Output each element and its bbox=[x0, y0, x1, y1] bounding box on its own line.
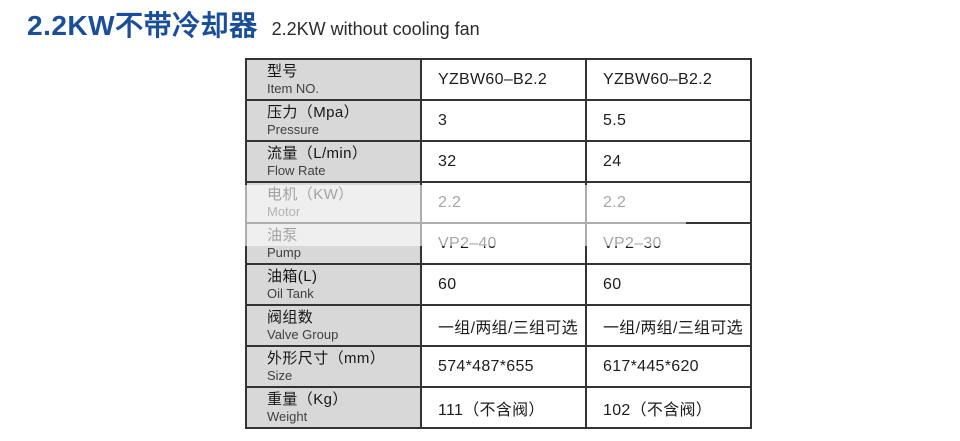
spec-label-cell: 油泵 Pump bbox=[245, 222, 422, 265]
table-row: 油箱(L) Oil Tank 60 60 bbox=[245, 263, 752, 306]
spec-label-zh: 阀组数 bbox=[267, 309, 314, 326]
spec-value-cell: 一组/两组/三组可选 bbox=[585, 304, 752, 347]
spec-label-en: Flow Rate bbox=[267, 163, 326, 178]
spec-label-cell: 阀组数 Valve Group bbox=[245, 304, 422, 347]
spec-value-cell: 111（不含阀） bbox=[420, 386, 587, 429]
spec-value-cell: 5.5 bbox=[585, 99, 752, 142]
table-row: 型号 Item NO. YZBW60–B2.2 YZBW60–B2.2 bbox=[245, 58, 752, 101]
spec-value-cell: 3 bbox=[420, 99, 587, 142]
spec-label-cell: 重量（Kg） Weight bbox=[245, 386, 422, 429]
spec-value-cell: 2.2 bbox=[420, 181, 587, 224]
spec-label-zh: 重量（Kg） bbox=[267, 391, 348, 408]
spec-value-cell: 60 bbox=[420, 263, 587, 306]
spec-label-en: Pump bbox=[267, 245, 301, 260]
spec-label-cell: 压力（Mpa） Pressure bbox=[245, 99, 422, 142]
table-row: 压力（Mpa） Pressure 3 5.5 bbox=[245, 99, 752, 142]
table-row: 阀组数 Valve Group 一组/两组/三组可选 一组/两组/三组可选 bbox=[245, 304, 752, 347]
table-row: 流量（L/min） Flow Rate 32 24 bbox=[245, 140, 752, 183]
spec-label-zh: 油泵 bbox=[267, 227, 298, 244]
spec-label-zh: 流量（L/min） bbox=[267, 145, 368, 162]
table-row: 重量（Kg） Weight 111（不含阀） 102（不含阀） bbox=[245, 386, 752, 429]
spec-value-cell: VP2–40 bbox=[420, 222, 587, 265]
spec-table: 型号 Item NO. YZBW60–B2.2 YZBW60–B2.2 压力（Mpa） P… bbox=[245, 58, 752, 429]
spec-value-cell: YZBW60–B2.2 bbox=[585, 58, 752, 101]
spec-label-zh: 压力（Mpa） bbox=[267, 104, 359, 121]
spec-label-zh: 外形尺寸（mm） bbox=[267, 350, 386, 367]
spec-label-en: Motor bbox=[267, 204, 301, 219]
spec-value-cell: 一组/两组/三组可选 bbox=[420, 304, 587, 347]
page-title-english: 2.2KW without cooling fan bbox=[271, 19, 480, 39]
spec-label-cell: 电机（KW） Motor bbox=[245, 181, 422, 224]
page-title-chinese: 2.2KW不带冷却器 bbox=[27, 10, 258, 41]
spec-value-cell: YZBW60–B2.2 bbox=[420, 58, 587, 101]
spec-label-en: Valve Group bbox=[267, 327, 339, 342]
table-row: 油泵 Pump VP2–40 VP2–30 bbox=[245, 222, 752, 265]
spec-label-en: Size bbox=[267, 368, 293, 383]
spec-value-cell: 2.2 bbox=[585, 181, 752, 224]
spec-table-body: 型号 Item NO. YZBW60–B2.2 YZBW60–B2.2 压力（Mpa） P… bbox=[245, 58, 752, 429]
spec-label-en: Weight bbox=[267, 409, 308, 424]
spec-value-cell: 32 bbox=[420, 140, 587, 183]
spec-label-cell: 外形尺寸（mm） Size bbox=[245, 345, 422, 388]
spec-value-cell: 617*445*620 bbox=[585, 345, 752, 388]
spec-label-cell: 流量（L/min） Flow Rate bbox=[245, 140, 422, 183]
table-row: 外形尺寸（mm） Size 574*487*655 617*445*620 bbox=[245, 345, 752, 388]
spec-label-zh: 油箱(L) bbox=[267, 268, 318, 285]
spec-label-en: Oil Tank bbox=[267, 286, 314, 301]
table-row: 电机（KW） Motor 2.2 2.2 bbox=[245, 181, 752, 224]
spec-label-zh: 型号 bbox=[267, 63, 298, 80]
spec-value-cell: 102（不含阀） bbox=[585, 386, 752, 429]
spec-label-cell: 油箱(L) Oil Tank bbox=[245, 263, 422, 306]
spec-value-cell: 60 bbox=[585, 263, 752, 306]
spec-label-cell: 型号 Item NO. bbox=[245, 58, 422, 101]
spec-label-en: Item NO. bbox=[267, 81, 320, 96]
spec-label-zh: 电机（KW） bbox=[267, 186, 354, 203]
spec-value-cell: VP2–30 bbox=[585, 222, 752, 265]
spec-value-cell: 24 bbox=[585, 140, 752, 183]
spec-value-cell: 574*487*655 bbox=[420, 345, 587, 388]
spec-label-en: Pressure bbox=[267, 122, 320, 137]
page-header: 2.2KW不带冷却器 2.2KW without cooling fan bbox=[27, 4, 480, 44]
